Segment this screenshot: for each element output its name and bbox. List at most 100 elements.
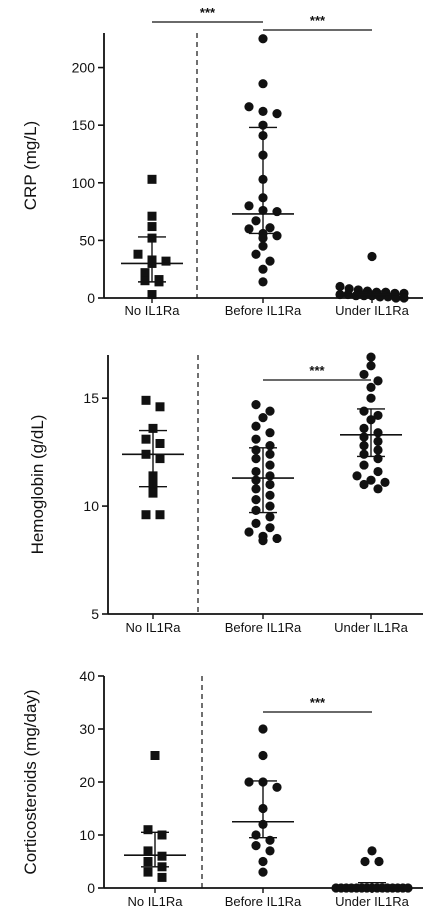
data-point-circle — [265, 449, 275, 459]
data-point-square — [155, 402, 165, 412]
data-point-circle — [359, 423, 369, 433]
data-point-circle — [251, 495, 261, 505]
data-point-circle — [359, 479, 369, 490]
data-point-circle — [359, 460, 369, 470]
data-point-square — [140, 268, 150, 278]
y-tick-label: 10 — [83, 498, 99, 514]
data-point-circle — [265, 471, 275, 481]
data-point-circle — [265, 406, 275, 416]
data-point-circle — [265, 512, 275, 522]
data-point-circle — [380, 477, 390, 487]
data-point-circle — [399, 293, 409, 303]
data-point-circle — [258, 867, 268, 877]
data-point-square — [143, 857, 153, 866]
data-point-circle — [258, 233, 268, 243]
y-axis-label: Hemoglobin (g/dL) — [28, 415, 47, 555]
data-point-square — [141, 395, 151, 405]
data-point-circle — [251, 421, 261, 431]
data-point-circle — [366, 361, 376, 371]
data-point-circle — [265, 460, 275, 470]
data-point-circle — [265, 428, 275, 438]
significance-label: *** — [200, 5, 216, 20]
data-point-circle — [359, 441, 369, 451]
data-point-circle — [373, 466, 383, 477]
data-point-square — [148, 423, 158, 433]
y-tick-label: 15 — [83, 390, 99, 406]
x-category-label: Under IL1Ra — [335, 894, 409, 909]
data-point-circle — [258, 412, 268, 423]
data-point-circle — [272, 782, 282, 792]
data-point-circle — [258, 856, 268, 867]
data-point-circle — [258, 536, 268, 546]
data-point-circle — [265, 501, 275, 511]
y-tick-label: 0 — [87, 880, 95, 896]
data-point-square — [148, 488, 158, 498]
data-point-circle — [352, 471, 362, 481]
data-point-circle — [373, 484, 383, 494]
data-point-circle — [258, 750, 268, 761]
data-point-circle — [359, 406, 369, 416]
data-point-circle — [272, 109, 282, 119]
data-point-circle — [403, 883, 413, 893]
x-category-label: No IL1Ra — [126, 620, 182, 635]
y-tick-label: 0 — [87, 290, 95, 306]
y-tick-label: 20 — [79, 774, 95, 790]
significance-label: *** — [309, 363, 325, 378]
data-point-square — [143, 846, 153, 856]
chart-panel-3: 0 10 20 30 40 Corticosteroids (mg/day) No IL1R… — [21, 668, 423, 909]
y-tick-label: 5 — [91, 606, 99, 622]
data-point-circle — [251, 841, 261, 851]
data-point-square — [141, 510, 151, 520]
data-point-circle — [265, 479, 275, 490]
data-point-circle — [251, 454, 261, 464]
data-point-circle — [251, 216, 261, 226]
data-point-circle — [335, 281, 345, 292]
data-point-circle — [367, 251, 377, 262]
data-point-circle — [366, 352, 376, 362]
data-point-circle — [366, 475, 376, 485]
data-point-circle — [359, 432, 369, 442]
data-point-circle — [272, 231, 282, 241]
data-point-circle — [251, 484, 261, 494]
y-tick-label: 30 — [79, 721, 95, 737]
data-point-square — [157, 851, 167, 861]
data-point-square — [140, 276, 150, 286]
data-point-circle — [391, 293, 401, 303]
data-point-circle — [258, 79, 268, 89]
data-point-circle — [251, 466, 261, 477]
significance-label: *** — [310, 13, 326, 28]
data-point-square — [147, 211, 157, 221]
data-point-circle — [359, 449, 369, 459]
data-point-circle — [244, 527, 254, 537]
data-point-circle — [251, 400, 261, 410]
y-tick-label: 150 — [72, 117, 96, 133]
data-point-circle — [272, 533, 282, 544]
data-point-square — [155, 510, 165, 520]
data-point-circle — [351, 291, 361, 301]
data-point-circle — [258, 241, 268, 251]
data-point-circle — [258, 724, 268, 734]
data-point-circle — [265, 441, 275, 451]
x-category-label: No IL1Ra — [128, 894, 184, 909]
data-point-circle — [244, 201, 254, 211]
data-point-square — [155, 438, 165, 448]
data-point-square — [147, 290, 157, 300]
data-point-circle — [360, 856, 370, 867]
data-point-circle — [366, 393, 376, 403]
data-point-circle — [373, 428, 383, 438]
chart-panel-2: 5 10 15 Hemoglobin (g/dL) No IL1Ra Before IL1… — [28, 352, 423, 635]
y-axis-label: Corticosteroids (mg/day) — [21, 689, 40, 874]
data-point-circle — [373, 454, 383, 464]
data-point-circle — [251, 505, 261, 515]
data-point-square — [147, 222, 157, 232]
data-point-square — [143, 825, 153, 835]
data-point-circle — [366, 382, 376, 392]
x-category-label: Under IL1Ra — [334, 620, 408, 635]
data-point-circle — [244, 102, 254, 112]
data-point-square — [147, 174, 157, 184]
data-point-circle — [251, 518, 261, 528]
data-point-circle — [258, 106, 268, 116]
data-point-circle — [265, 523, 275, 533]
data-point-circle — [374, 856, 384, 867]
